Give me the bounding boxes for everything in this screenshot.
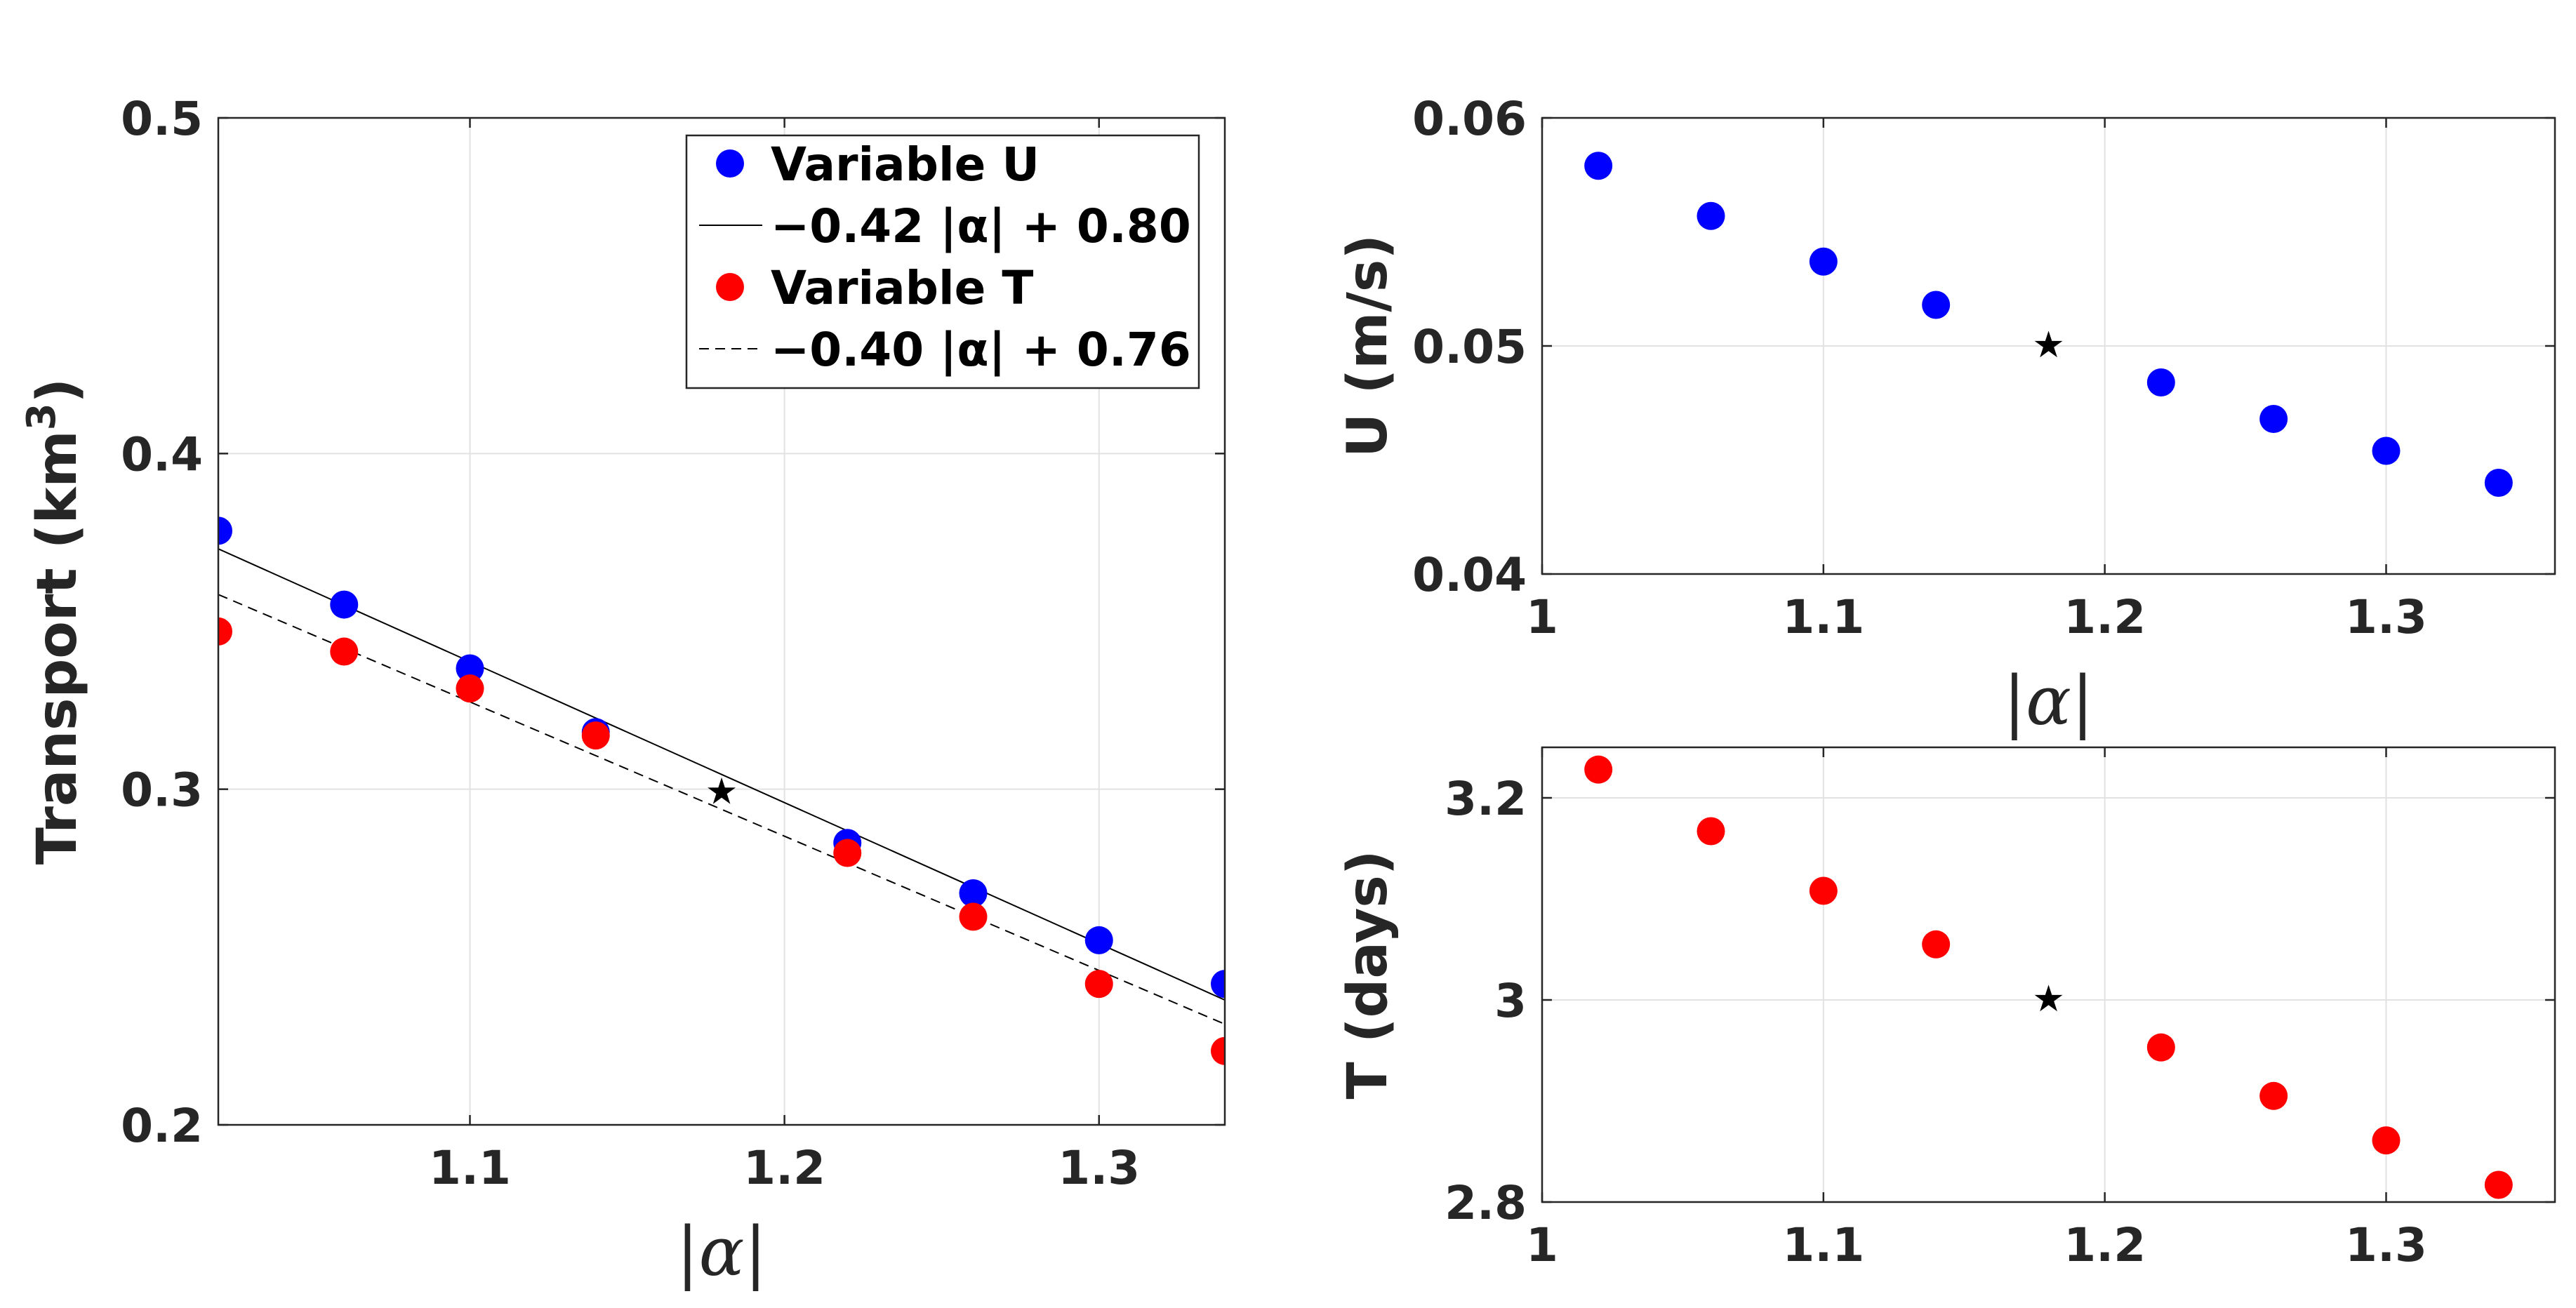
- legend-marker-u: [716, 149, 744, 178]
- x-tick-label: 1.3: [2345, 1218, 2427, 1272]
- data-point-variable-t: [330, 637, 359, 666]
- data-point-u: [1697, 201, 1725, 230]
- data-point-t: [1809, 876, 1838, 905]
- data-point-t: [2372, 1126, 2401, 1155]
- legend: Variable U −0.42 |α| + 0.80 Variable T −0.4…: [685, 134, 1200, 389]
- data-point-t: [1584, 755, 1613, 784]
- data-point-t: [2146, 1033, 2175, 1062]
- x-tick-label: 1.2: [2064, 1218, 2146, 1272]
- data-point-u: [1584, 152, 1613, 180]
- fit-line-u: [218, 548, 1225, 1001]
- legend-label-t: Variable T: [771, 261, 1033, 315]
- axes-box: [1541, 116, 2556, 575]
- legend-label-u: Variable U: [771, 138, 1040, 192]
- velocity-chart: 1 1.1 1.2 1.3 0.04 0.05 0.06 |α| U (m/s) ★: [1336, 92, 2556, 740]
- x-tick-label: 1.2: [743, 1141, 825, 1195]
- y-tick-label: 0.5: [121, 92, 203, 146]
- travel-time-chart: 1 1.1 1.2 1.3 2.8 3 3.2 T (days) ★: [1336, 746, 2556, 1272]
- transport-chart: 1.1 1.2 1.3 0.2 0.3 0.4 0.5 |α| Transport (km3) ★…: [19, 92, 1226, 1291]
- data-point-t: [2259, 1081, 2288, 1110]
- x-tick-label: 1.1: [1782, 1218, 1864, 1272]
- data-point-variable-t: [833, 839, 862, 867]
- reference-star: ★: [2032, 324, 2065, 366]
- y-tick-label: 0.2: [121, 1099, 203, 1153]
- data-point-variable-u: [456, 654, 484, 683]
- data-point-u: [2372, 436, 2401, 465]
- y-tick-label: 0.3: [121, 763, 203, 818]
- y-axis-label-close: ): [26, 378, 89, 403]
- legend-box: [685, 134, 1200, 389]
- x-tick-label: 1.2: [2064, 590, 2146, 644]
- data-point-t: [1922, 930, 1951, 959]
- y-tick-label: 0.05: [1412, 320, 1527, 374]
- data-point-variable-u: [1211, 970, 1225, 999]
- y-axis-label-exponent: 3: [19, 403, 65, 430]
- plot-content: ★: [218, 516, 1225, 1065]
- data-point-variable-u: [959, 879, 988, 907]
- y-tick-label: 3.2: [1445, 772, 1527, 826]
- x-tick-label: 1.3: [1058, 1141, 1140, 1195]
- reference-star: ★: [2032, 978, 2065, 1020]
- legend-marker-t: [716, 273, 744, 301]
- data-point-t: [2484, 1170, 2513, 1199]
- data-point-variable-t: [1084, 970, 1113, 999]
- data-point-u: [2484, 469, 2513, 497]
- y-axis-label: T (days): [1336, 850, 1400, 1100]
- axes-box: [217, 116, 1226, 1126]
- y-axis-label: U (m/s): [1336, 234, 1400, 458]
- x-tick-label: 1: [1526, 1218, 1558, 1272]
- y-tick-label: 3: [1494, 974, 1527, 1028]
- data-point-variable-t: [959, 902, 988, 931]
- data-point-u: [2146, 368, 2175, 396]
- data-point-variable-t: [456, 674, 484, 703]
- y-tick-label: 2.8: [1445, 1176, 1527, 1230]
- x-axis-label: |α|: [676, 1213, 767, 1291]
- data-point-variable-u: [218, 516, 232, 545]
- data-point-u: [1922, 291, 1951, 319]
- data-point-variable-t: [218, 617, 232, 646]
- legend-label-fit-t: −0.40 |α| + 0.76: [771, 323, 1191, 378]
- x-tick-label: 1: [1526, 590, 1558, 644]
- legend-label-fit-u: −0.42 |α| + 0.80: [771, 199, 1191, 254]
- y-tick-label: 0.4: [121, 427, 203, 481]
- y-tick-label: 0.04: [1412, 548, 1527, 602]
- data-point-variable-u: [1084, 926, 1113, 954]
- data-point-u: [1809, 247, 1838, 276]
- plot-content: ★: [1584, 755, 2513, 1199]
- data-point-t: [1697, 817, 1725, 846]
- x-axis-label: |α|: [2003, 662, 2094, 740]
- fit-line-t: [218, 594, 1225, 1025]
- x-tick-label: 1.3: [2345, 590, 2427, 644]
- data-point-variable-u: [330, 590, 359, 619]
- x-tick-label: 1.1: [1782, 590, 1864, 644]
- data-point-u: [2259, 405, 2288, 433]
- y-tick-label: 0.06: [1412, 92, 1527, 146]
- data-point-variable-t: [1211, 1036, 1225, 1065]
- reference-star: ★: [705, 770, 738, 813]
- plot-area: [1542, 747, 2555, 1202]
- axes-box: [1541, 746, 2556, 1203]
- x-tick-label: 1.1: [429, 1141, 511, 1195]
- plot-content: ★: [1584, 152, 2513, 497]
- data-point-variable-t: [581, 721, 610, 750]
- y-axis-label: Transport (km3): [19, 378, 89, 865]
